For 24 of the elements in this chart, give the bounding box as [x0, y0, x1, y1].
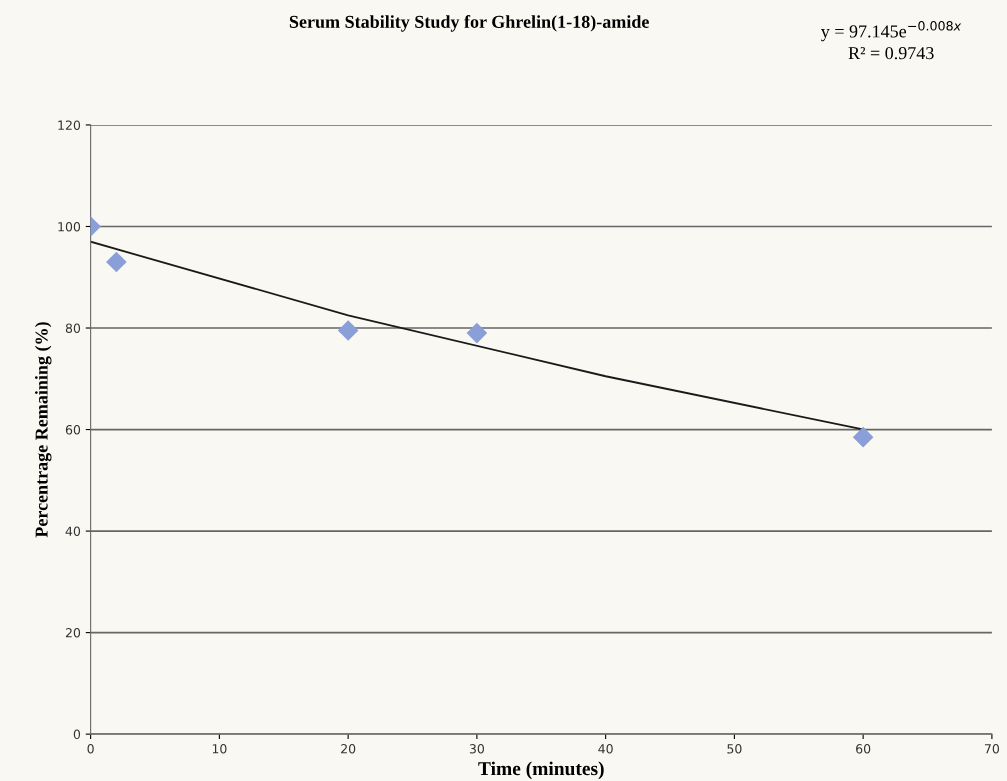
x-tick-label: 50 — [727, 744, 742, 754]
y-tick-label: 120 — [58, 120, 81, 130]
chart-title: Serum Stability Study for Ghrelin(1-18)-amide — [289, 15, 649, 32]
x-tick-label: 10 — [212, 744, 227, 754]
y-axis-title: Percentrage Remaining (%) — [34, 322, 52, 538]
text: R² = 0.9743 — [848, 47, 934, 60]
y-tick-label: 80 — [65, 323, 81, 333]
point — [466, 322, 488, 344]
y-tick-label: 0 — [73, 729, 81, 740]
x-tick-label: 30 — [469, 744, 485, 754]
point — [106, 251, 127, 273]
y-tick-label: 20 — [65, 628, 81, 638]
y-tick-label: 60 — [65, 425, 81, 435]
y-tick-label: 40 — [65, 526, 81, 537]
x-tick-label: 60 — [856, 744, 871, 754]
point — [337, 320, 359, 341]
point — [852, 426, 874, 448]
x-tick-label: 20 — [341, 744, 356, 754]
y-tick-label: 100 — [58, 221, 81, 232]
x-tick-label: 0 — [87, 744, 94, 754]
x-tick-label: 70 — [984, 744, 1000, 754]
x-tick-label: 40 — [598, 744, 613, 754]
x-axis-title: Time (minutes) — [478, 761, 604, 780]
text: y = 97.145e$^{−0.008x}$ — [821, 21, 962, 42]
